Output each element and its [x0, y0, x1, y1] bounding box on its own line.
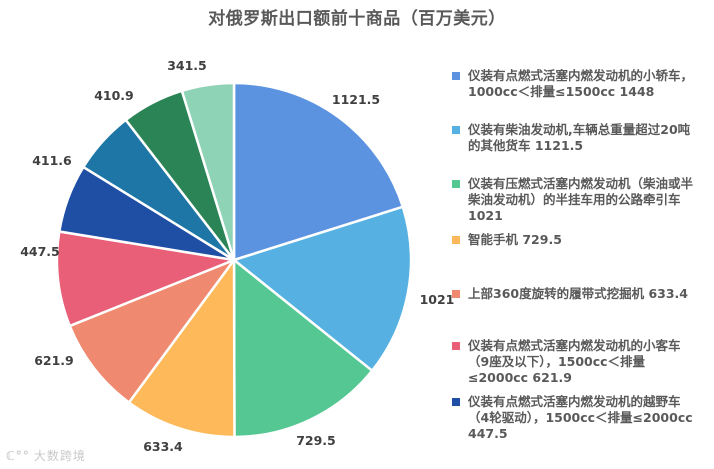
watermark-logo-icon: ℂ°° [6, 449, 30, 463]
pie-slices [55, 81, 413, 439]
pie-slice [180, 81, 236, 262]
slice-value-label: 633.4 [143, 439, 183, 454]
legend-item: 仪装有点燃式活塞内燃发动机的越野车（4轮驱动），1500cc＜排量≤2000cc… [452, 394, 698, 442]
slice-value-label: 410.9 [94, 88, 134, 103]
legend-swatch-icon [452, 398, 460, 406]
pie-slice [55, 230, 236, 328]
legend-swatch-icon [452, 236, 460, 244]
legend-swatch-icon [452, 342, 460, 350]
legend-label: 上部360度旋转的履带式挖掘机 633.4 [468, 286, 688, 301]
legend-swatch-icon [452, 126, 460, 134]
chart-title: 对俄罗斯出口额前十商品（百万美元） [208, 9, 506, 29]
slice-value-label: 411.6 [32, 153, 72, 168]
legend-swatch-icon [452, 180, 460, 188]
pie-slice [68, 258, 236, 404]
data-labels: 1121.5 1021 729.5 633.4 621.9 447.5 411.6 410.9… [20, 58, 454, 454]
legend-item: 上部360度旋转的履带式挖掘机 633.4 [452, 286, 698, 302]
pie-slice [232, 205, 413, 372]
legend-label: 仪装有点燃式活塞内燃发动机的小轿车，1000cc＜排量≤1500cc 1448 [468, 68, 694, 99]
pie-slice [127, 258, 236, 439]
legend-label: 仪装有柴油发动机,车辆总重量超过20吨的其他货车 1121.5 [468, 122, 691, 153]
slice-value-label: 447.5 [20, 244, 60, 259]
pie-slice [232, 81, 405, 262]
legend-item: 仪装有压燃式活塞内燃发动机（柴油或半柴油发动机）的半挂车用的公路牵引车 1021 [452, 176, 698, 224]
slice-value-label: 729.5 [296, 433, 336, 448]
legend-swatch-icon [452, 290, 460, 298]
legend-label: 仪装有压燃式活塞内燃发动机（柴油或半柴油发动机）的半挂车用的公路牵引车 1021 [468, 176, 694, 223]
legend-label: 智能手机 729.5 [468, 232, 562, 247]
legend-item: 仪装有点燃式活塞内燃发动机的小客车（9座及以下），1500cc＜排量≤2000c… [452, 338, 698, 386]
legend-label: 仪装有点燃式活塞内燃发动机的小客车（9座及以下），1500cc＜排量≤2000c… [468, 338, 681, 385]
legend-item: 仪装有柴油发动机,车辆总重量超过20吨的其他货车 1121.5 [452, 122, 698, 154]
slice-value-label: 621.9 [34, 353, 74, 368]
slice-value-label: 1021 [420, 292, 455, 307]
legend-item: 智能手机 729.5 [452, 232, 698, 248]
legend-item: 仪装有点燃式活塞内燃发动机的小轿车，1000cc＜排量≤1500cc 1448 [452, 68, 698, 100]
slice-value-label: 1121.5 [332, 92, 380, 107]
legend-label: 仪装有点燃式活塞内燃发动机的越野车（4轮驱动），1500cc＜排量≤2000cc… [468, 394, 693, 441]
watermark: ℂ°° 大数跨境 [6, 447, 86, 464]
watermark-text: 大数跨境 [33, 449, 86, 463]
pie-slice [232, 258, 374, 439]
legend-swatch-icon [452, 72, 460, 80]
slice-value-label: 341.5 [167, 58, 207, 73]
